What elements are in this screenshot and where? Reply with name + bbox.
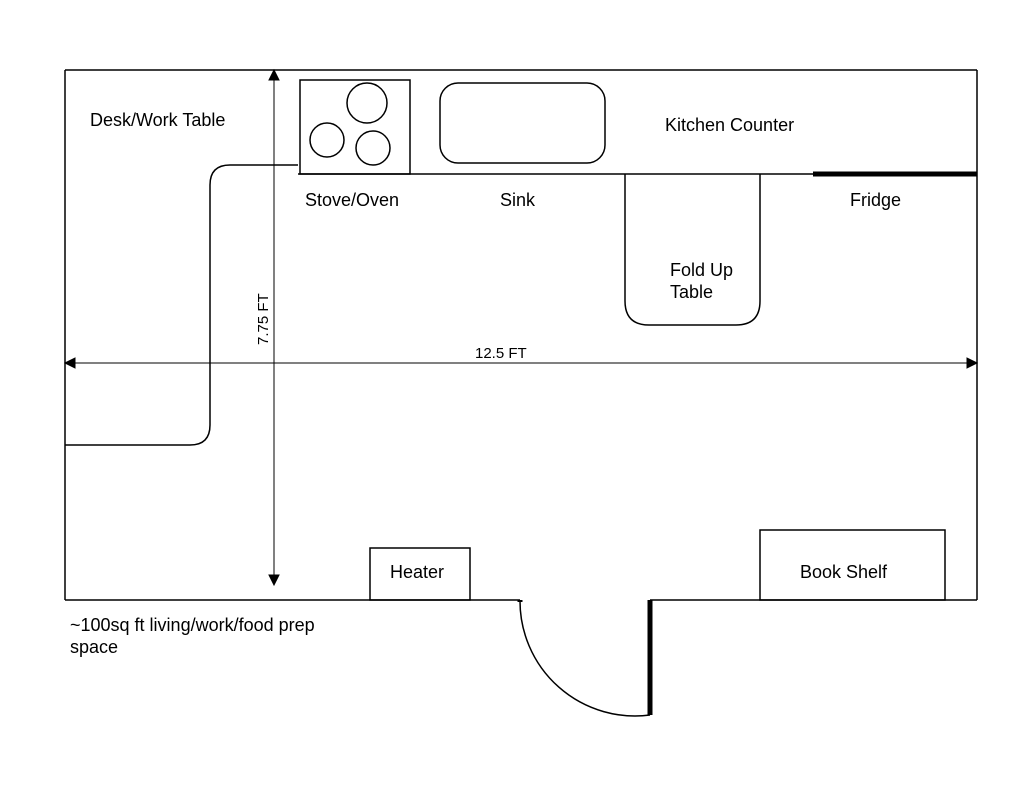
- fridge-label: Fridge: [850, 190, 901, 212]
- height-dimension-label: 7.75 FT: [255, 293, 273, 345]
- fold-up-table-label: Fold Up Table: [670, 260, 733, 303]
- sink-label: Sink: [500, 190, 535, 212]
- width-dimension-label: 12.5 FT: [475, 345, 527, 363]
- book-shelf-label: Book Shelf: [800, 562, 887, 584]
- desk-label: Desk/Work Table: [90, 110, 225, 132]
- stove-label: Stove/Oven: [305, 190, 399, 212]
- kitchen-counter-label: Kitchen Counter: [665, 115, 794, 137]
- heater-label: Heater: [390, 562, 444, 584]
- footer-note: ~100sq ft living/work/food prep space: [70, 615, 315, 658]
